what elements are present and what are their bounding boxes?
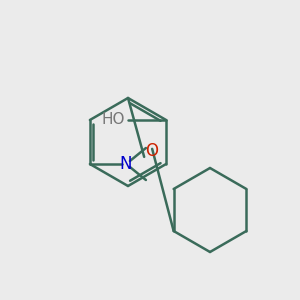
Text: N: N	[120, 155, 132, 173]
Text: O: O	[145, 142, 158, 160]
Text: HO: HO	[102, 112, 125, 128]
